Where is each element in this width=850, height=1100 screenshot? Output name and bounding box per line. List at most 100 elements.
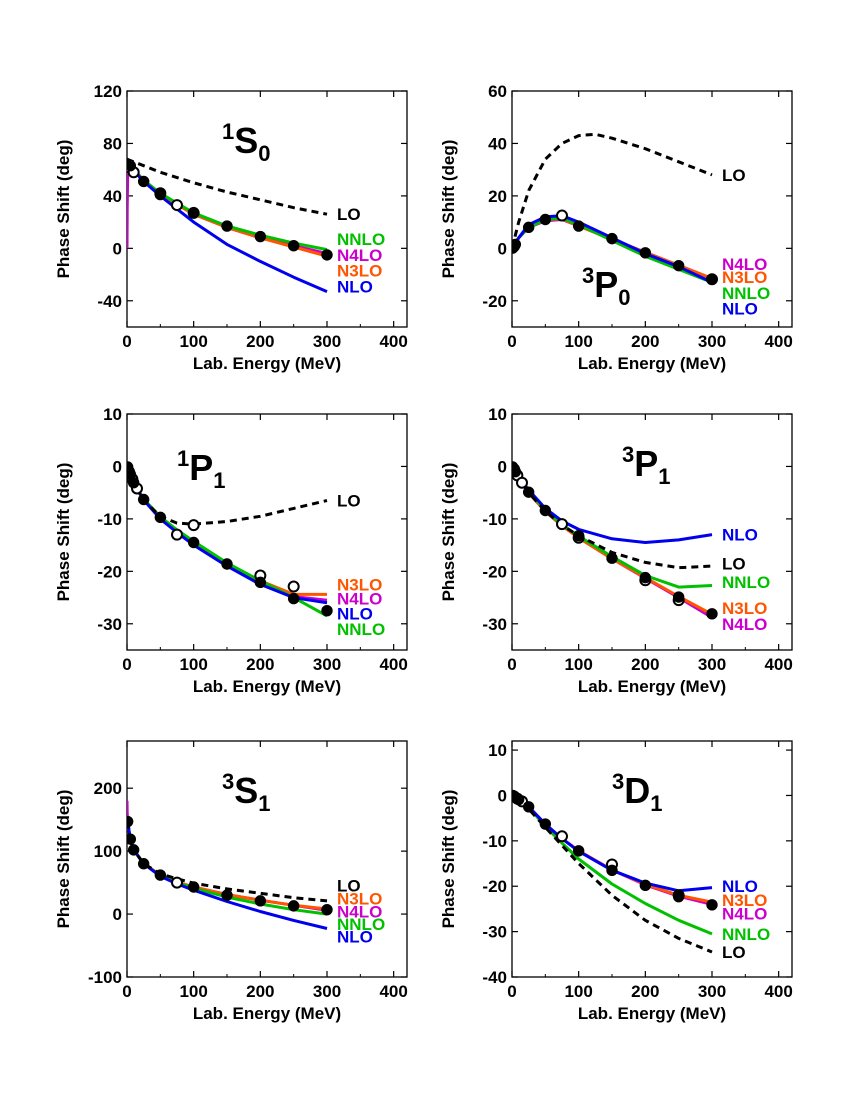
filled-data-point [522,486,535,498]
series-label-n4lo: N4LO [337,590,382,609]
filled-data-point [539,213,552,226]
series-label-lo: LO [337,492,361,511]
x-tick-label: 400 [764,655,792,674]
series-n4lo-line [127,465,328,602]
x-tick-label: 0 [507,655,516,674]
x-tick-label: 100 [564,982,592,1001]
series-label-lo: LO [722,943,746,962]
x-tick-label: 200 [631,982,659,1001]
filled-data-point [127,833,137,845]
y-tick-label: -30 [97,615,122,634]
filled-data-point [321,249,333,261]
curves [512,461,718,620]
series-label-lo: LO [722,166,746,185]
plot-frame [511,90,793,328]
y-axis-label: Phase Shift (deg) [439,790,458,929]
filled-data-point [287,592,300,605]
y-axis-label: Phase Shift (deg) [54,463,73,602]
x-tick-label: 200 [246,982,274,1001]
open-data-point [171,876,183,889]
curves [512,789,718,954]
panel-title: 3P0 [582,263,631,310]
y-tick-label: -30 [482,923,507,942]
y-tick-label: -20 [482,877,507,896]
filled-data-point [539,504,552,517]
series-label-lo: LO [337,205,361,224]
filled-data-point [512,793,525,806]
filled-data-point [137,858,150,870]
series-label-lo: LO [337,877,361,896]
y-tick-label: 0 [113,239,122,258]
x-axis-label: Lab. Energy (MeV) [193,1004,341,1023]
series-label-nnlo: NNLO [337,915,385,934]
filled-data-point [187,881,200,893]
y-tick-label: -20 [482,292,507,311]
panel-title: 3S1 [222,769,271,816]
series-label-nnlo: NNLO [337,620,385,639]
y-tick-label: -30 [482,615,507,634]
filled-data-point [137,493,150,506]
y-tick-label: 120 [94,82,122,101]
y-tick-label: 80 [103,134,122,153]
x-tick-label: 200 [631,332,659,351]
x-tick-label: 0 [507,982,516,1001]
series-label-n3lo: N3LO [722,891,767,910]
plot-frame [511,413,793,651]
x-tick-label: 300 [313,655,341,674]
filled-data-point [706,899,718,911]
y-tick-label: 40 [103,187,122,206]
series-label-nlo: NLO [337,604,373,623]
filled-data-point [137,175,150,188]
y-tick-label: -100 [88,968,122,987]
series-label-n4lo: N4LO [337,903,382,922]
y-tick-label: -20 [97,562,122,581]
filled-data-point [672,591,685,603]
y-tick-label: -10 [97,510,122,529]
filled-data-point [287,900,300,912]
open-data-point [556,830,568,843]
open-data-point [287,580,300,593]
filled-data-point [572,529,585,542]
series-label-lo: LO [722,554,746,573]
curves [127,800,333,930]
plot-frame [126,740,408,978]
series-n3lo-line [127,465,327,596]
curves [127,461,333,618]
filled-data-point [221,889,233,901]
y-tick-label: 10 [488,741,507,760]
x-tick-label: 200 [246,655,274,674]
series-nlo-line [512,465,713,544]
filled-data-point [639,571,652,584]
filled-data-point [572,220,585,232]
open-data-point [187,519,200,532]
filled-data-point [221,220,233,232]
series-n3lo-line [512,794,713,904]
x-tick-label: 0 [122,332,131,351]
filled-data-point [321,903,333,916]
x-tick-label: 100 [564,332,592,351]
series-label-nnlo: NNLO [722,284,770,303]
filled-data-point [606,232,618,245]
series-nlo-line [512,214,713,284]
series-label-n4lo: N4LO [722,904,767,923]
series-label-nlo: NLO [722,300,758,319]
filled-data-point [606,864,618,877]
filled-data-point [522,801,535,813]
series-label-nlo: NLO [722,526,758,545]
filled-data-point [254,576,267,589]
filled-data-point [127,160,137,172]
filled-data-point [639,879,652,892]
filled-data-point [187,207,200,219]
x-axis-label: Lab. Energy (MeV) [578,354,726,373]
y-tick-label: 20 [488,187,507,206]
filled-data-point [287,240,300,252]
series-nlo-line [512,794,713,893]
filled-data-point [572,845,585,857]
filled-data-point [639,247,652,259]
x-tick-label: 300 [698,655,726,674]
x-tick-label: 100 [564,655,592,674]
x-tick-label: 400 [379,982,407,1001]
panel-1s0: 0 100 200 300 400 -40 0 40 80 120 Lab. Energy (MeV… [54,82,408,373]
series-lo-line [127,821,328,903]
